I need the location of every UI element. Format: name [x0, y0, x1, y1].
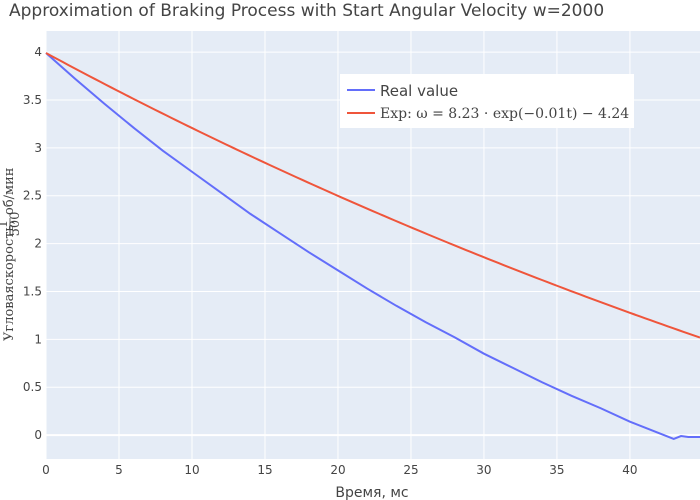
- y-axis-title-frac-den: 500: [8, 212, 23, 237]
- series-line-real-value: [45, 52, 700, 440]
- y-tick-label: 2.5: [23, 189, 42, 203]
- y-axis-title-frac-num: 1: [0, 220, 11, 228]
- x-axis-title: Время, мс: [335, 485, 408, 500]
- y-tick-label: 4: [34, 45, 42, 59]
- y-axis-title-unit: об/мин: [2, 168, 17, 215]
- legend-label-real: Real value: [380, 82, 458, 100]
- legend[interactable]: Real value Exp: ω = 8.23 · exp(−0.01t) −…: [340, 74, 634, 128]
- x-tick-label: 20: [330, 463, 345, 477]
- y-tick-label: 0.5: [23, 380, 42, 394]
- y-tick-label: 3: [34, 141, 42, 155]
- series-lines: [45, 52, 700, 440]
- legend-label-exp: Exp: ω = 8.23 · exp(−0.01t) − 4.24: [380, 106, 629, 122]
- series-line-exp-fit: [45, 52, 700, 339]
- x-tick-label: 25: [403, 463, 418, 477]
- x-tick-label: 30: [476, 463, 491, 477]
- x-tick-labels: 0 5 10 15 20 25 30 35 40: [42, 463, 637, 477]
- y-tick-label: 3.5: [23, 93, 42, 107]
- y-tick-label: 0: [34, 428, 42, 442]
- y-tick-label: 1.5: [23, 284, 42, 298]
- x-tick-label: 35: [549, 463, 564, 477]
- x-tick-label: 15: [257, 463, 272, 477]
- x-tick-label: 0: [42, 463, 50, 477]
- chart-title: Approximation of Braking Process with St…: [9, 1, 604, 21]
- legend-box: [340, 74, 634, 128]
- x-tick-label: 10: [184, 463, 199, 477]
- y-axis-title-main: Угловаяскорость,: [2, 220, 17, 341]
- y-tick-label: 2: [34, 237, 42, 251]
- x-tick-label: 40: [622, 463, 637, 477]
- y-tick-label: 1: [34, 332, 42, 346]
- y-tick-labels: 0 0.5 1 1.5 2 2.5 3 3.5 4: [23, 45, 42, 442]
- y-axis-title: Угловаяскорость, 1 500 об/мин: [0, 168, 23, 341]
- x-tick-label: 5: [115, 463, 123, 477]
